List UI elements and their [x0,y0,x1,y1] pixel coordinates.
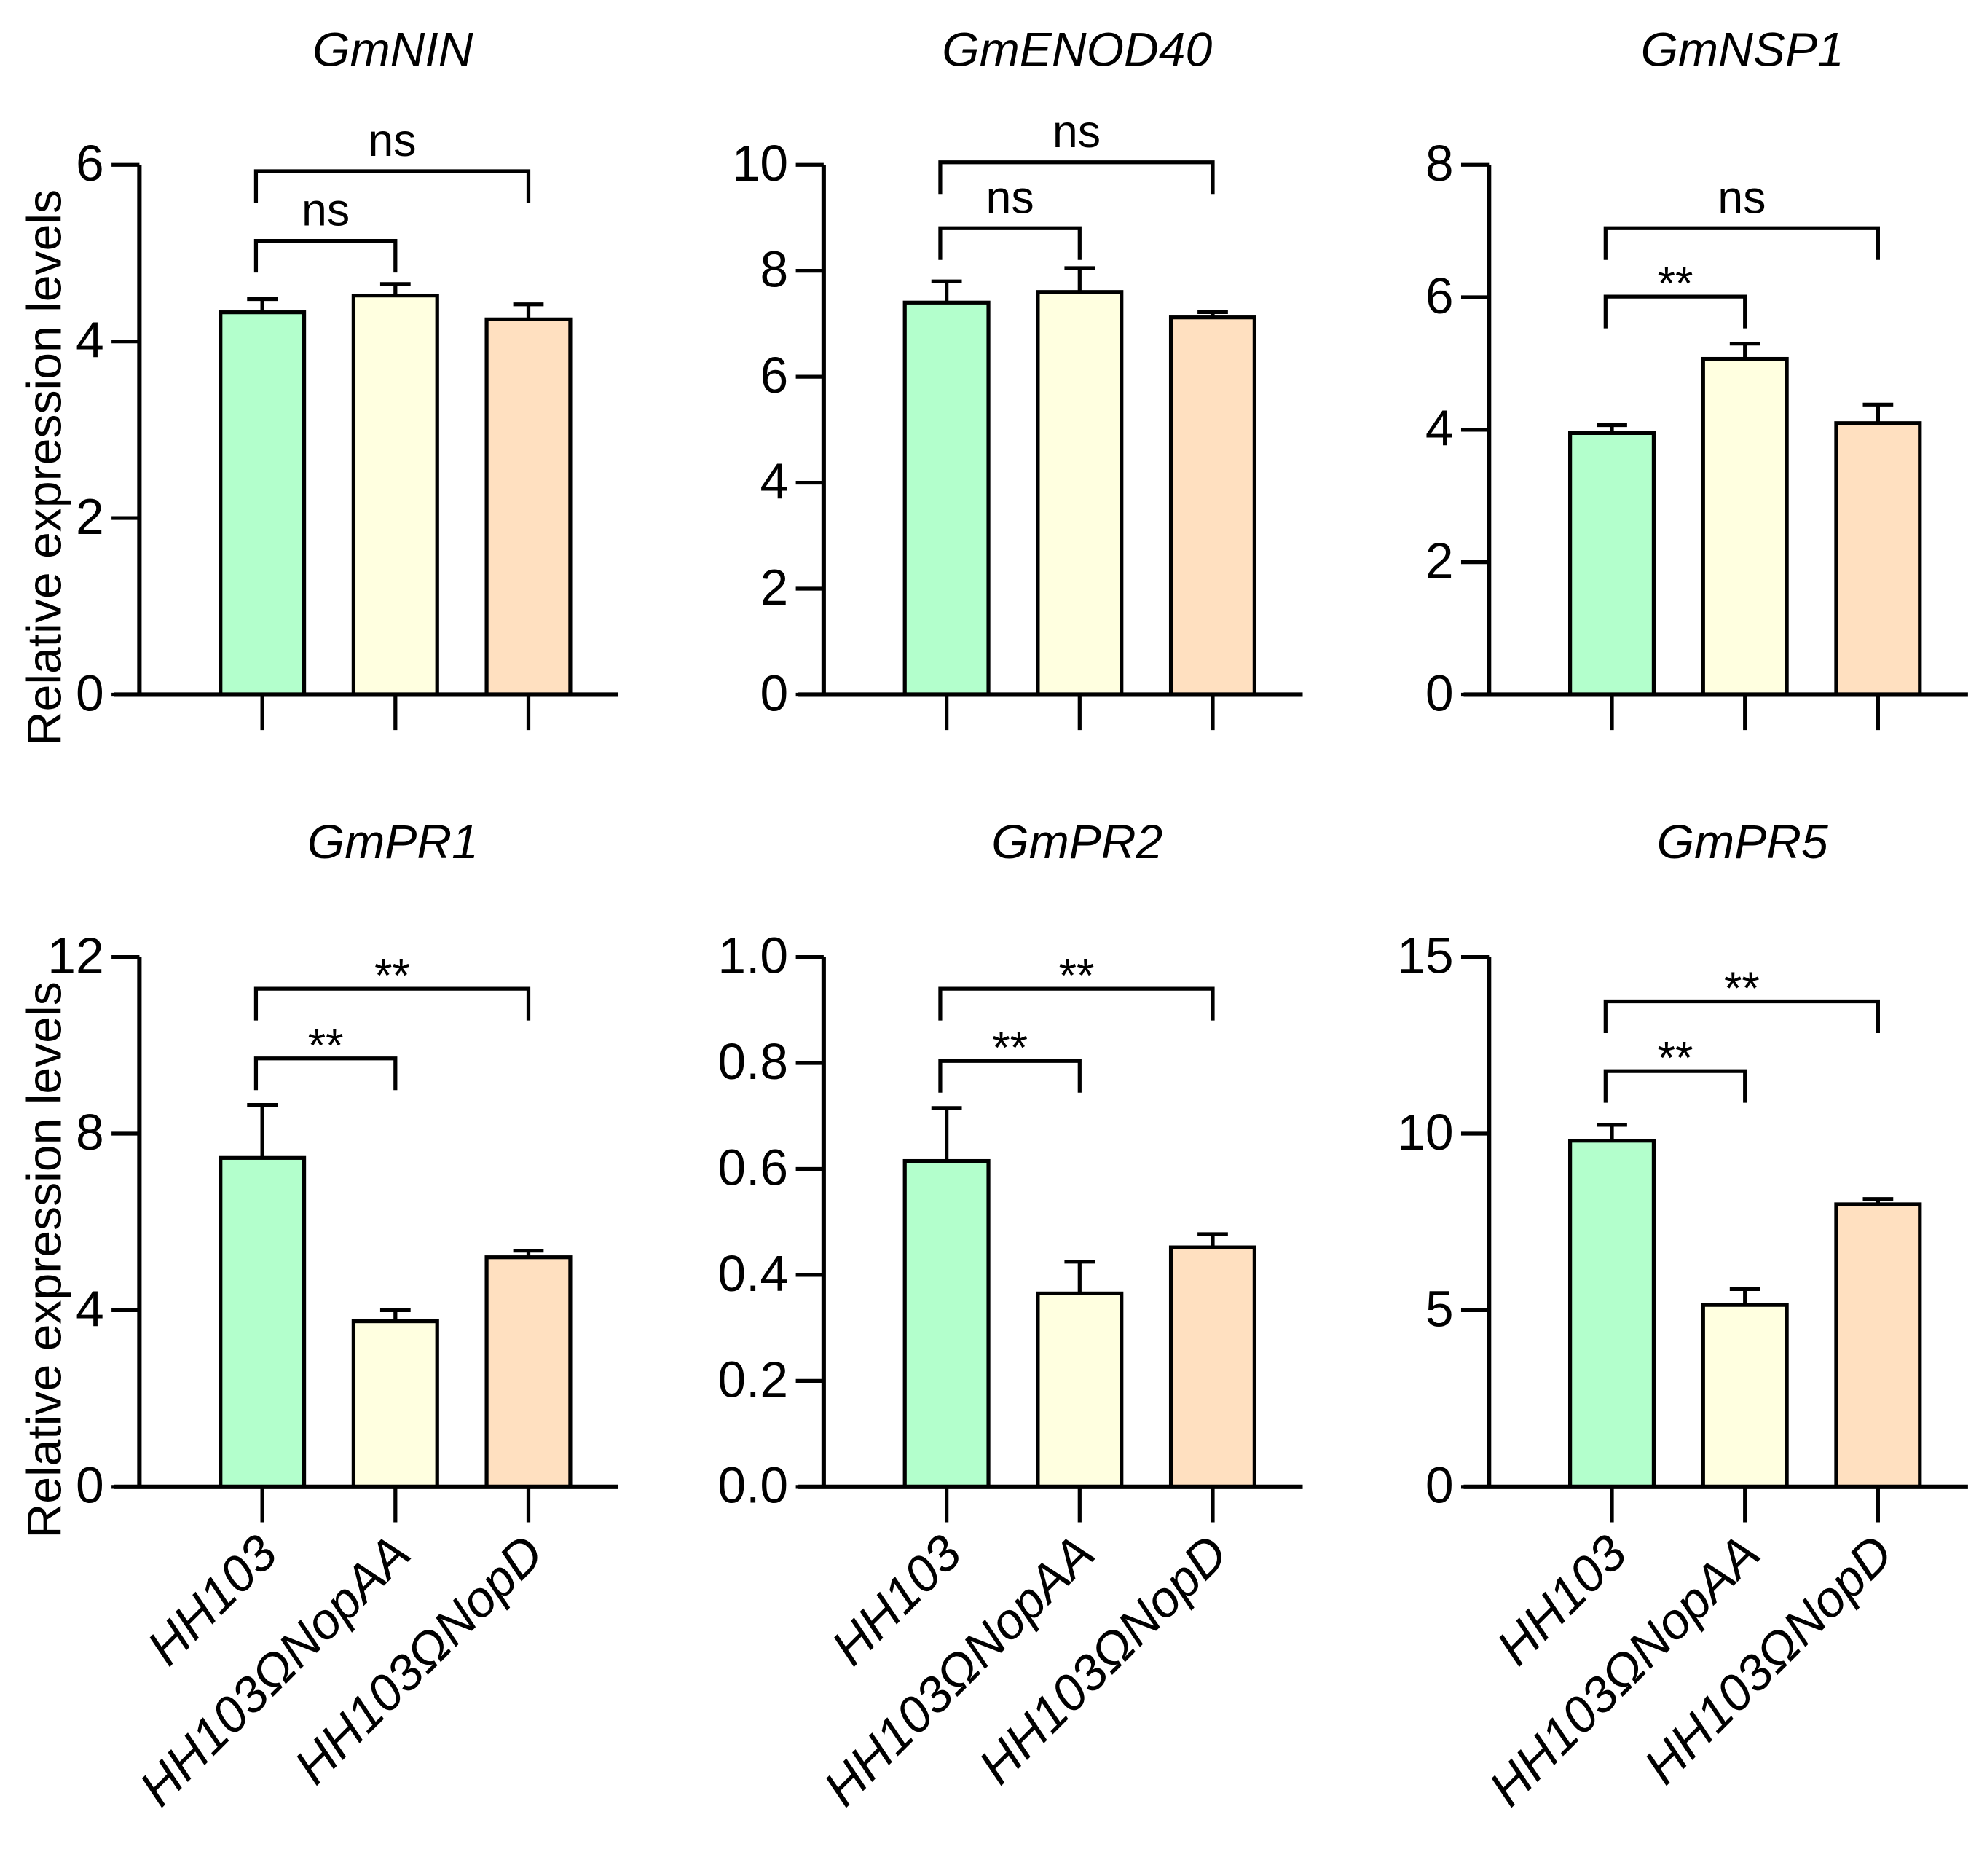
significance-label: ** [1059,951,1095,1002]
bar-HH103ΩNopAA [351,1319,439,1489]
significance-bracket [938,986,1215,1021]
panel-title: GmNIN [312,23,473,77]
significance-bracket [1603,1069,1747,1103]
bar-HH103ΩNopAA [1036,1291,1124,1489]
y-tick-label: 8 [1425,135,1454,192]
panel-title: GmPR2 [991,815,1162,869]
y-tick-label: 2 [76,488,104,545]
significance-label: ns [986,172,1034,223]
y-tick-label: 0 [76,1457,104,1514]
y-tick-label: 4 [76,312,104,369]
bar-HH103ΩNopD [484,317,573,697]
significance-bracket [253,169,531,203]
significance-bracket [1603,226,1880,260]
panel-GmPR5: GmPR5HH103HH103ΩNopAAHH103ΩNopD051015***… [1397,815,1968,1817]
y-tick-label: 0 [760,664,788,721]
y-tick-label: 0.8 [717,1033,788,1090]
y-tick-label: 15 [1397,927,1453,984]
bar-HH103ΩNopD [1834,421,1922,697]
y-tick-label: 0.6 [717,1139,788,1196]
significance-label: ** [1658,1033,1693,1084]
bar-HH103ΩNopAA [1701,1303,1789,1489]
y-tick-label: 4 [760,452,788,509]
panel-GmPR2: GmPR2HH103HH103ΩNopAAHH103ΩNopD0.00.20.4… [717,815,1303,1817]
y-tick-label: 0.4 [717,1245,788,1302]
significance-bracket [1603,294,1747,329]
y-tick-label: 5 [1425,1280,1454,1337]
significance-bracket [938,226,1082,260]
significance-label: ** [1724,963,1760,1014]
y-tick-label: 4 [1425,400,1454,457]
significance-label: ** [308,1020,344,1071]
y-tick-label: 10 [1397,1104,1453,1161]
significance-bracket [253,1056,398,1091]
y-tick-label: 6 [1425,267,1454,324]
significance-bracket [1603,999,1880,1033]
significance-label: ns [302,185,350,236]
bar-HH103 [1567,1139,1656,1489]
y-tick-label: 0 [1425,664,1454,721]
panel-title: GmNSP1 [1641,23,1844,77]
y-tick-label: 1.0 [717,927,788,984]
bar-HH103 [902,1158,991,1489]
bar-HH103ΩNopD [1834,1202,1922,1489]
y-tick-label: 0.0 [717,1457,788,1514]
bar-HH103ΩNopD [1168,315,1257,697]
y-tick-label: 12 [47,927,103,984]
bar-HH103 [902,300,991,697]
y-tick-label: 6 [76,135,104,192]
significance-label: ns [368,115,416,166]
significance-bracket [253,239,398,273]
panel-GmNSP1: GmNSP1 0 2 4 6 8 ** ns [1425,23,1968,731]
bar-HH103ΩNopD [1168,1245,1257,1489]
y-tick-label: 0 [76,664,104,721]
bar-HH103ΩNopAA [351,293,439,697]
significance-bracket [253,986,531,1021]
bar-HH103ΩNopAA [1701,356,1789,697]
y-tick-label: 2 [760,559,788,616]
y-tick-label: 6 [760,347,788,404]
bar-HH103 [219,1155,307,1489]
y-tick-label: 8 [760,241,788,298]
bar-HH103 [219,310,307,697]
y-tick-label: 0.2 [717,1351,788,1408]
significance-label: ns [1718,172,1766,223]
panel-title: GmPR1 [307,815,479,869]
bar-HH103 [1567,431,1656,697]
bar-HH103ΩNopAA [1036,290,1124,697]
significance-label: ** [992,1023,1028,1074]
y-axis-label: Relative expression levels [18,981,72,1538]
significance-label: ** [374,951,410,1002]
y-axis-label: Relative expression levels [18,189,72,746]
y-tick-label: 0 [1425,1457,1454,1514]
y-tick-label: 4 [76,1280,104,1337]
y-tick-label: 8 [76,1104,104,1161]
significance-bracket [938,160,1215,195]
significance-label: ** [1658,259,1693,310]
bar-HH103ΩNopD [484,1255,573,1489]
significance-label: ns [1052,106,1101,157]
panel-title: GmPR5 [1657,815,1828,869]
panel-title: GmENOD40 [942,23,1212,77]
y-tick-label: 10 [732,135,788,192]
significance-bracket [938,1059,1082,1093]
y-tick-label: 2 [1425,533,1454,589]
